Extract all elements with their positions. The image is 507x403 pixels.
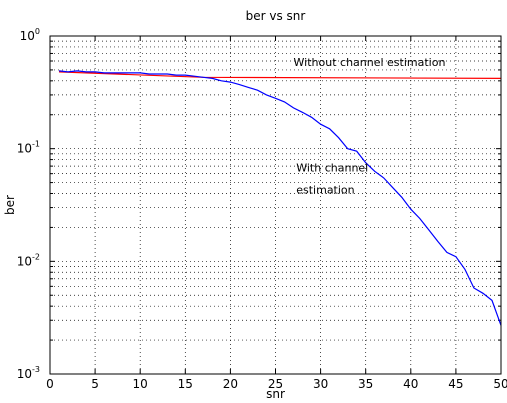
x-tick-label: 40: [403, 377, 418, 391]
y-tick-label: 10-2: [17, 252, 40, 268]
y-tick-label: 10-3: [17, 365, 40, 381]
series-line-1: [58, 70, 502, 326]
x-axis-ticks: 0 5 10 15 20 25 30 35 40 45 50: [46, 36, 507, 391]
annotation-without-channel-estimation: Without channel estimation: [294, 56, 446, 69]
grid-lines: [50, 36, 501, 374]
chart-title: ber vs snr: [246, 9, 306, 23]
x-tick-label: 0: [46, 377, 54, 391]
x-tick-label: 5: [91, 377, 99, 391]
x-tick-label: 30: [313, 377, 328, 391]
annotation-with-channel-line1: With channel: [296, 161, 368, 174]
series-layer: [58, 70, 502, 326]
plot-frame: [49, 35, 502, 375]
x-tick-label: 20: [223, 377, 238, 391]
x-tick-label: 45: [448, 377, 463, 391]
x-tick-label: 50: [493, 377, 507, 391]
y-axis-label: ber: [3, 195, 17, 215]
y-tick-label: 10-1: [17, 140, 40, 156]
x-tick-label: 25: [268, 377, 283, 391]
x-tick-label: 10: [133, 377, 148, 391]
y-tick-label: 100: [20, 27, 40, 43]
x-axis-label: snr: [266, 387, 285, 401]
annotation-with-channel-line2: estimation: [296, 184, 354, 197]
x-tick-label: 15: [178, 377, 193, 391]
y-axis-ticks: 100 10-1 10-2 10-3: [17, 27, 501, 381]
x-tick-label: 35: [358, 377, 373, 391]
